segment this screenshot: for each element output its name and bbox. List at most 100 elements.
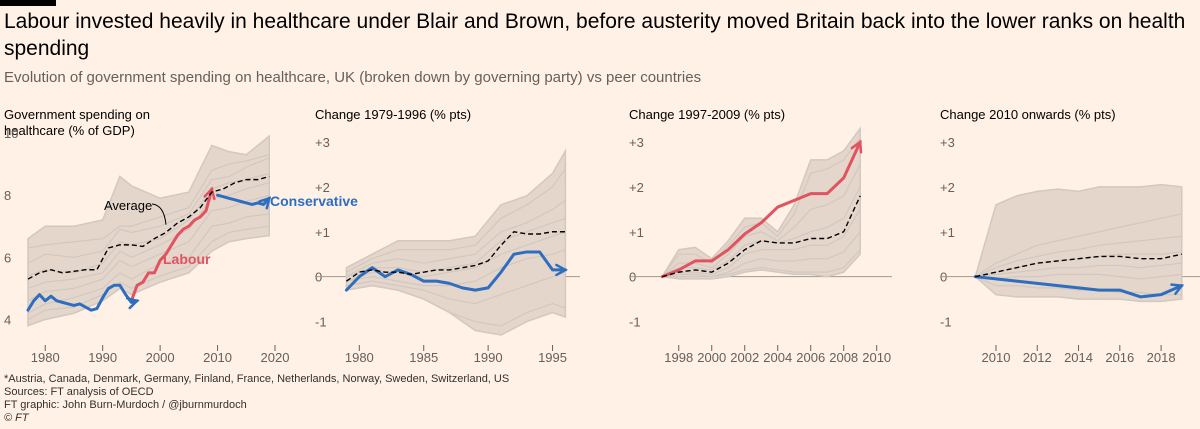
y-tick-label: +2 bbox=[629, 180, 644, 195]
peer-country-line bbox=[661, 186, 861, 278]
peer-country-line bbox=[27, 182, 270, 289]
chart-panel-2: Change 1979-1996 (% pts)-10+1+2+31980198… bbox=[315, 107, 580, 365]
average-series-line bbox=[27, 175, 270, 280]
x-tick-label: 2012 bbox=[1023, 350, 1052, 365]
footer-sources: Sources: FT analysis of OECD bbox=[4, 386, 154, 398]
peer-range-band bbox=[27, 134, 271, 327]
conservative-arrow-head bbox=[1170, 283, 1185, 296]
x-tick-label: 1980 bbox=[345, 350, 374, 365]
footer-note: *Austria, Canada, Denmark, Germany, Finl… bbox=[4, 373, 510, 385]
peer-country-line bbox=[27, 157, 270, 265]
y-tick-label: +2 bbox=[940, 180, 955, 195]
average-annotation-leader bbox=[151, 203, 167, 225]
peer-country-line bbox=[346, 217, 566, 278]
y-tick-label: +3 bbox=[315, 135, 330, 150]
y-tick-label: -1 bbox=[315, 315, 327, 330]
conservative-arrow-head bbox=[555, 263, 568, 277]
x-tick-label: 1985 bbox=[409, 350, 438, 365]
x-tick-label: 2020 bbox=[261, 350, 290, 365]
chart-title: healthcare (% of GDP) bbox=[4, 123, 135, 138]
x-tick-label: 2004 bbox=[763, 350, 792, 365]
y-tick-label: +1 bbox=[629, 225, 644, 240]
labour-arrow-head bbox=[203, 186, 216, 201]
x-tick-label: 2006 bbox=[796, 350, 825, 365]
y-tick-label: -1 bbox=[940, 315, 952, 330]
x-tick-label: 1990 bbox=[88, 350, 117, 365]
page-subtitle: Evolution of government spending on heal… bbox=[4, 69, 702, 86]
x-tick-label: 2014 bbox=[1064, 350, 1093, 365]
conservative-arrow-head bbox=[258, 196, 272, 210]
chart-panel-3: Change 1997-2009 (% pts)-10+1+2+31998200… bbox=[629, 107, 892, 365]
y-tick-label: +2 bbox=[315, 180, 330, 195]
x-tick-label: 1990 bbox=[474, 350, 503, 365]
y-tick-label: -1 bbox=[629, 315, 641, 330]
peer-country-line bbox=[975, 276, 1182, 296]
y-tick-label: +1 bbox=[940, 225, 955, 240]
labour-arrow-head bbox=[850, 139, 863, 154]
peer-country-line bbox=[661, 164, 861, 278]
peer-country-line bbox=[662, 249, 861, 278]
peer-country-line bbox=[662, 208, 861, 278]
peer-country-line bbox=[27, 154, 270, 249]
peer-country-line bbox=[974, 213, 1182, 278]
x-tick-label: 2018 bbox=[1147, 350, 1176, 365]
x-tick-label: 2008 bbox=[829, 350, 858, 365]
labour-series-line bbox=[129, 187, 214, 303]
chart-title: Change 1979-1996 (% pts) bbox=[315, 107, 471, 122]
x-tick-label: 1998 bbox=[664, 350, 693, 365]
footer-credit: FT graphic: John Burn-Murdoch / @jburnmu… bbox=[4, 399, 247, 411]
labour-annotation: Labour bbox=[163, 251, 211, 267]
chart-panel-4: Change 2010 onwards (% pts)-10+1+2+32010… bbox=[940, 107, 1200, 365]
peer-country-line bbox=[27, 225, 270, 320]
peer-country-line bbox=[975, 235, 1182, 278]
average-series-line bbox=[662, 195, 861, 278]
y-tick-label: 4 bbox=[4, 312, 11, 327]
peer-country-line bbox=[346, 249, 566, 287]
y-tick-label: +3 bbox=[629, 135, 644, 150]
footer: *Austria, Canada, Denmark, Germany, Finl… bbox=[4, 373, 509, 425]
conservative-series-line bbox=[26, 283, 139, 312]
peer-range-band bbox=[974, 183, 1183, 303]
x-tick-label: 2002 bbox=[730, 350, 759, 365]
peer-country-line bbox=[346, 168, 566, 273]
labour-series-line bbox=[660, 140, 862, 279]
footer-copyright: © FT bbox=[4, 412, 29, 424]
y-tick-label: 6 bbox=[4, 250, 11, 265]
conservative-annotation: Conservative bbox=[270, 193, 358, 209]
peer-country-line bbox=[662, 231, 861, 278]
conservative-series-line bbox=[973, 275, 1184, 299]
x-tick-label: 1995 bbox=[538, 350, 567, 365]
chart-title: Government spending on bbox=[4, 107, 150, 122]
peer-country-line bbox=[27, 213, 270, 314]
average-series-line bbox=[975, 253, 1182, 278]
peer-country-line bbox=[346, 271, 566, 305]
x-tick-label: 2010 bbox=[982, 350, 1011, 365]
page-title: Labour invested heavily in healthcare un… bbox=[4, 10, 1186, 60]
conservative-arrow-head bbox=[125, 297, 140, 310]
peer-country-line bbox=[975, 273, 1182, 280]
y-tick-label: 10 bbox=[4, 126, 18, 141]
y-tick-label: +3 bbox=[940, 135, 955, 150]
x-tick-label: 2016 bbox=[1105, 350, 1134, 365]
peer-country-line bbox=[27, 194, 270, 302]
x-tick-label: 2000 bbox=[146, 350, 175, 365]
average-series-line bbox=[346, 231, 566, 282]
ft-brand-bar bbox=[0, 0, 56, 6]
x-tick-label: 2000 bbox=[697, 350, 726, 365]
conservative-series-line bbox=[344, 250, 567, 292]
peer-country-line bbox=[975, 262, 1182, 278]
chart-title: Change 2010 onwards (% pts) bbox=[940, 107, 1116, 122]
x-tick-label: 2010 bbox=[203, 350, 232, 365]
peer-range-band bbox=[661, 126, 861, 280]
chart-title: Change 1997-2009 (% pts) bbox=[629, 107, 785, 122]
average-annotation: Average bbox=[104, 198, 152, 213]
conservative-series-line bbox=[216, 193, 271, 206]
peer-country-line bbox=[346, 285, 566, 327]
y-tick-label: +1 bbox=[315, 225, 330, 240]
y-tick-label: 8 bbox=[4, 188, 11, 203]
x-tick-label: 2010 bbox=[862, 350, 891, 365]
peer-country-line bbox=[346, 199, 566, 278]
x-tick-label: 1980 bbox=[31, 350, 60, 365]
